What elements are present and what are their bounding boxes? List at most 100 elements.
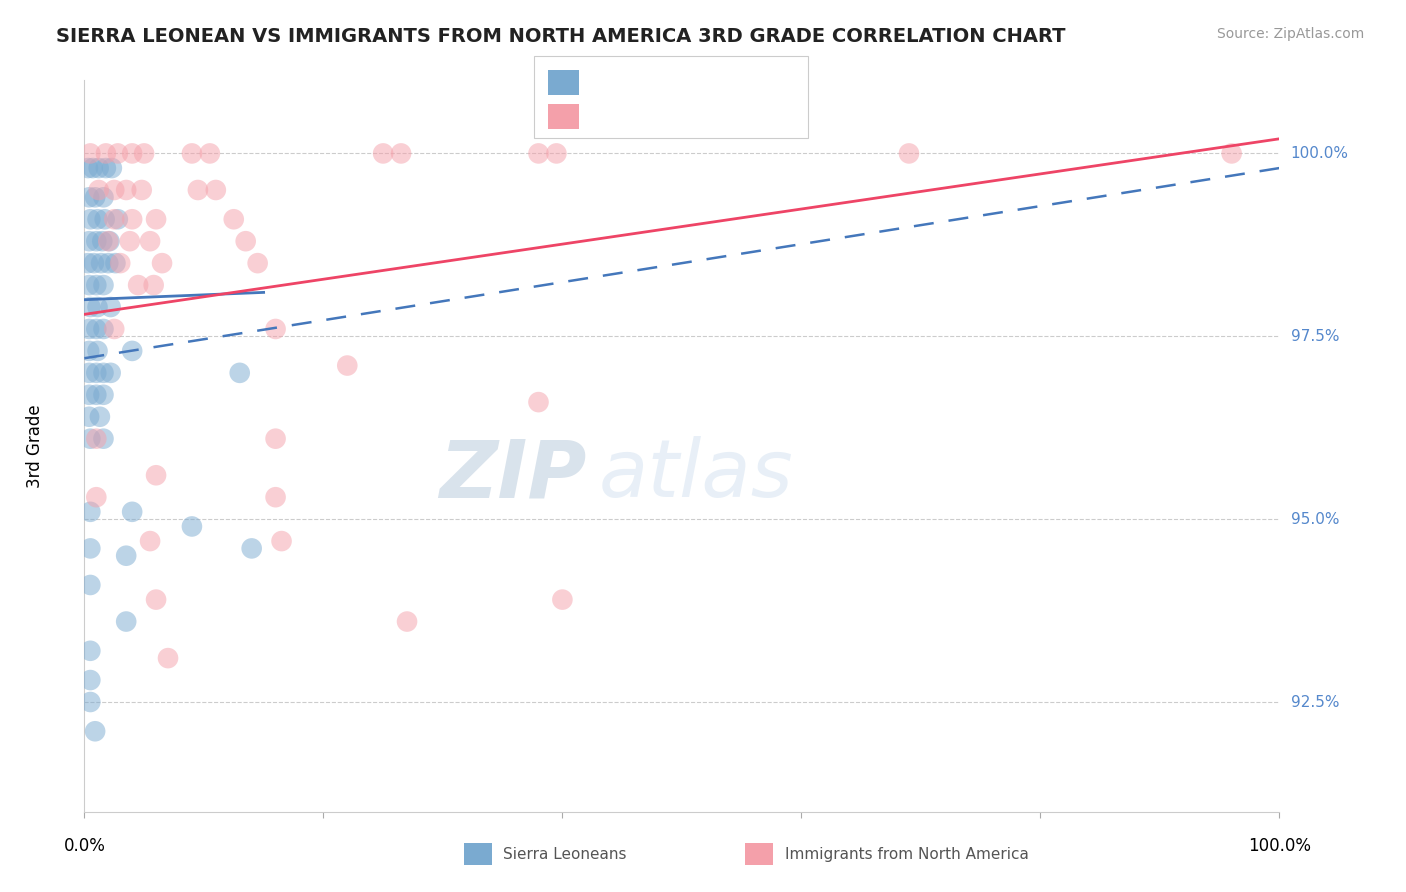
Point bbox=[264, 490, 287, 504]
Point bbox=[82, 161, 104, 175]
Point bbox=[142, 278, 165, 293]
Point bbox=[77, 256, 100, 270]
Point bbox=[93, 432, 115, 446]
Point bbox=[86, 388, 108, 402]
Point bbox=[115, 549, 138, 563]
Point bbox=[103, 322, 125, 336]
Point bbox=[77, 409, 100, 424]
Point bbox=[83, 256, 105, 270]
Point bbox=[79, 300, 101, 314]
Point bbox=[86, 432, 108, 446]
Point bbox=[79, 541, 101, 556]
Point bbox=[86, 300, 108, 314]
Point bbox=[79, 673, 101, 687]
Point bbox=[229, 366, 252, 380]
Point bbox=[97, 256, 120, 270]
Point bbox=[91, 234, 114, 248]
Text: 0.0%: 0.0% bbox=[63, 838, 105, 855]
Point bbox=[104, 256, 127, 270]
Point bbox=[94, 146, 117, 161]
Point bbox=[336, 359, 359, 373]
Point bbox=[145, 592, 167, 607]
Text: Source: ZipAtlas.com: Source: ZipAtlas.com bbox=[1216, 27, 1364, 41]
Point bbox=[79, 695, 101, 709]
Point bbox=[898, 146, 921, 161]
Point bbox=[79, 505, 101, 519]
Point bbox=[77, 322, 100, 336]
Point bbox=[97, 234, 120, 248]
Point bbox=[93, 278, 115, 293]
Point bbox=[121, 343, 143, 358]
Point bbox=[121, 146, 143, 161]
Point bbox=[94, 161, 117, 175]
Point bbox=[527, 395, 550, 409]
Point bbox=[103, 183, 125, 197]
Point bbox=[87, 183, 110, 197]
Point bbox=[86, 322, 108, 336]
Point bbox=[240, 541, 263, 556]
Point bbox=[87, 161, 110, 175]
Point bbox=[86, 366, 108, 380]
Text: R = 0.022   N = 58: R = 0.022 N = 58 bbox=[591, 68, 761, 86]
Point bbox=[127, 278, 149, 293]
Point bbox=[107, 212, 129, 227]
Point bbox=[264, 432, 287, 446]
Point bbox=[101, 161, 124, 175]
Point bbox=[84, 724, 107, 739]
Point bbox=[93, 212, 115, 227]
Point bbox=[145, 468, 167, 483]
Point bbox=[86, 278, 108, 293]
Point bbox=[89, 409, 111, 424]
Point bbox=[86, 234, 108, 248]
Point bbox=[86, 212, 108, 227]
Text: 95.0%: 95.0% bbox=[1291, 512, 1339, 526]
Point bbox=[110, 256, 132, 270]
Point bbox=[79, 432, 101, 446]
Point bbox=[132, 146, 156, 161]
Text: Immigrants from North America: Immigrants from North America bbox=[785, 847, 1028, 862]
Point bbox=[270, 534, 292, 549]
Point bbox=[187, 183, 209, 197]
Point bbox=[77, 278, 100, 293]
Point bbox=[157, 651, 180, 665]
Point bbox=[84, 190, 107, 204]
Point bbox=[150, 256, 173, 270]
Point bbox=[181, 146, 204, 161]
Point bbox=[79, 212, 101, 227]
Text: atlas: atlas bbox=[599, 436, 793, 515]
Point bbox=[77, 388, 100, 402]
Text: ZIP: ZIP bbox=[439, 436, 586, 515]
Text: 100.0%: 100.0% bbox=[1291, 146, 1348, 161]
Point bbox=[118, 234, 141, 248]
Text: Sierra Leoneans: Sierra Leoneans bbox=[503, 847, 627, 862]
Point bbox=[79, 578, 101, 592]
Point bbox=[121, 212, 143, 227]
Point bbox=[90, 256, 112, 270]
Point bbox=[139, 534, 162, 549]
Point bbox=[100, 300, 122, 314]
Point bbox=[198, 146, 221, 161]
Point bbox=[100, 366, 122, 380]
Point bbox=[115, 615, 138, 629]
Point bbox=[121, 505, 143, 519]
Point bbox=[181, 519, 204, 533]
Point bbox=[131, 183, 153, 197]
Point bbox=[222, 212, 245, 227]
Point bbox=[103, 212, 125, 227]
Point bbox=[86, 343, 108, 358]
Point bbox=[246, 256, 269, 270]
Point bbox=[527, 146, 550, 161]
Point bbox=[389, 146, 412, 161]
Point bbox=[77, 343, 100, 358]
Point bbox=[93, 366, 115, 380]
Point bbox=[546, 146, 568, 161]
Point bbox=[98, 234, 121, 248]
Point bbox=[264, 322, 287, 336]
Point bbox=[77, 366, 100, 380]
Text: 92.5%: 92.5% bbox=[1291, 695, 1339, 709]
Point bbox=[77, 190, 100, 204]
Point bbox=[107, 146, 129, 161]
Point bbox=[396, 615, 419, 629]
Point bbox=[139, 234, 162, 248]
Point bbox=[77, 161, 100, 175]
